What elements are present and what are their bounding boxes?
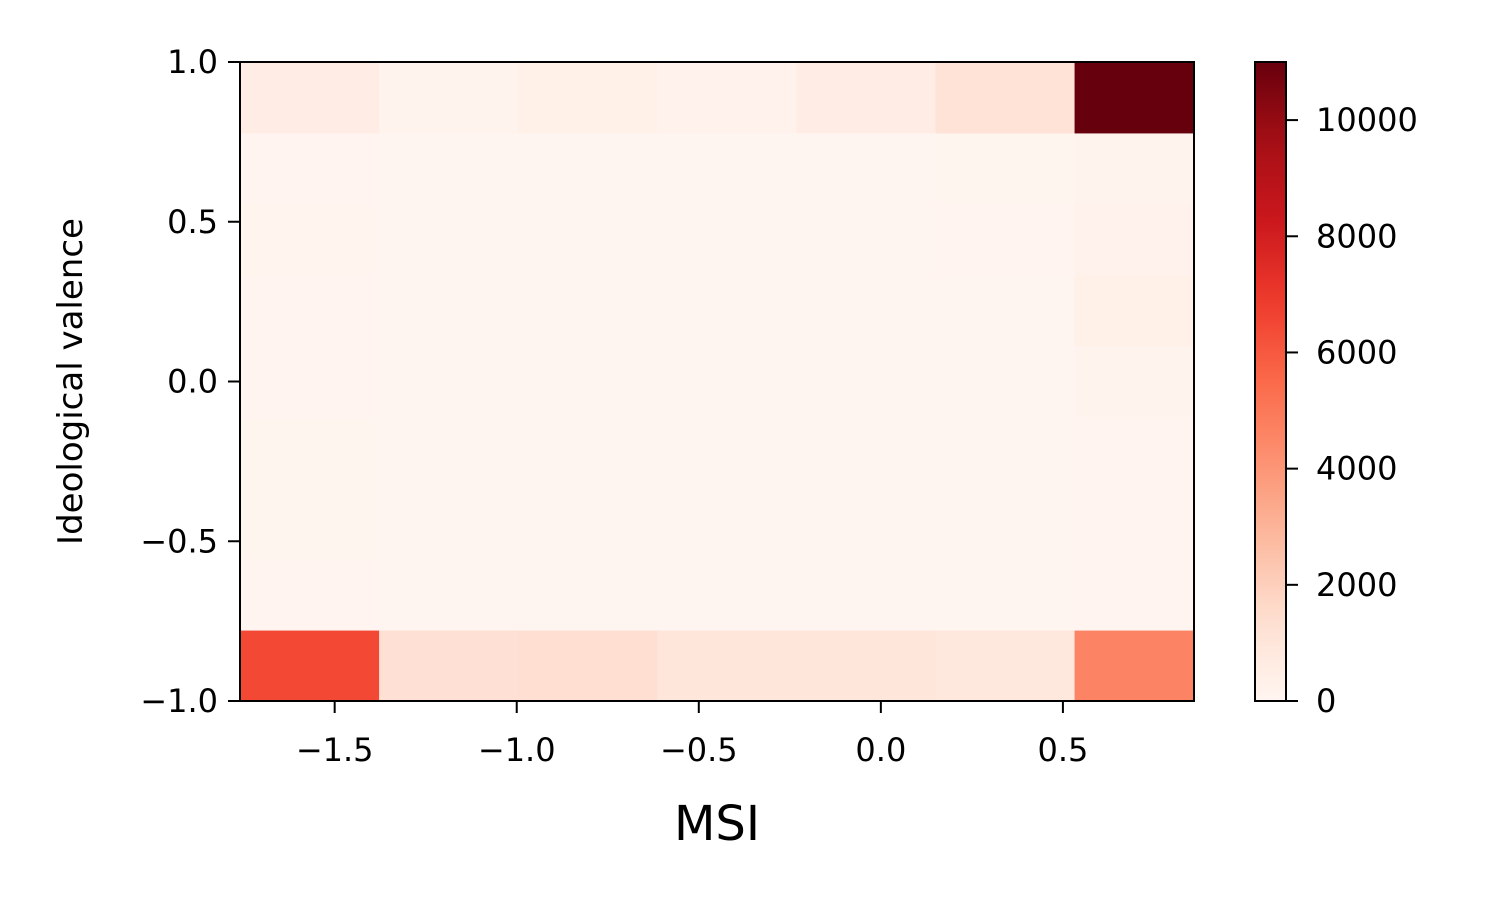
x-tick-label: −1.0 [478, 731, 556, 769]
heatmap-cell [1074, 132, 1195, 205]
heatmap-cell [518, 203, 658, 276]
colorbar-tick-label: 8000 [1316, 217, 1397, 255]
y-axis: −1.0 −0.5 0.0 0.5 1.0 [140, 43, 240, 720]
colorbar [1254, 61, 1287, 702]
heatmap-cell [379, 62, 519, 134]
y-tick-label: 0.0 [167, 363, 218, 401]
heatmap-cell [796, 559, 936, 631]
heatmap-cell [935, 487, 1076, 560]
y-axis-label: Ideological valence [51, 218, 91, 545]
heatmap-cell [518, 559, 658, 631]
x-axis-label: MSI [674, 796, 760, 852]
y-tick-label: −0.5 [140, 522, 218, 560]
heatmap-cells [240, 62, 1195, 702]
colorbar-tick-label: 6000 [1316, 333, 1397, 371]
heatmap-cell [935, 346, 1076, 418]
heatmap-cell [1074, 559, 1195, 631]
heatmap-cell [796, 416, 936, 489]
colorbar-tick-label: 10000 [1316, 101, 1418, 139]
heatmap-cell [379, 275, 519, 347]
heatmap-cell [518, 62, 658, 134]
heatmap-cell [379, 132, 519, 205]
heatmap-cell [657, 132, 797, 205]
heatmap-cell [1074, 346, 1195, 418]
heatmap-cell [657, 203, 797, 276]
heatmap-cell [240, 275, 380, 347]
y-tick-label: −1.0 [140, 682, 218, 720]
heatmap-cell [796, 62, 936, 134]
heatmap-cell [240, 416, 380, 489]
y-tick-label: 0.5 [167, 203, 218, 241]
heatmap-cell [240, 346, 380, 418]
heatmap-cell [1074, 203, 1195, 276]
y-tick-label: 1.0 [167, 43, 218, 81]
heatmap-cell [935, 416, 1076, 489]
heatmap-cell [1074, 630, 1195, 702]
heatmap-cell [935, 62, 1076, 134]
heatmap-cell [657, 559, 797, 631]
heatmap-cell [240, 62, 380, 134]
heatmap-cell [1074, 62, 1195, 134]
heatmap-cell [518, 630, 658, 702]
heatmap-cell [379, 487, 519, 560]
heatmap-cell [379, 630, 519, 702]
x-axis: −1.5 −1.0 −0.5 0.0 0.5 [296, 701, 1088, 769]
colorbar-tick-label: 4000 [1316, 450, 1397, 488]
heatmap-cell [1074, 487, 1195, 560]
heatmap-cell [518, 487, 658, 560]
colorbar-tick-label: 0 [1316, 682, 1336, 720]
heatmap-cell [518, 416, 658, 489]
heatmap-cell [796, 275, 936, 347]
heatmap-cell [657, 62, 797, 134]
heatmap-cell [1074, 416, 1195, 489]
colorbar-tick-label: 2000 [1316, 566, 1397, 604]
heatmap-cell [657, 346, 797, 418]
heatmap-cell [796, 346, 936, 418]
heatmap-cell [935, 203, 1076, 276]
heatmap-cell [240, 487, 380, 560]
x-tick-label: −1.5 [296, 731, 374, 769]
heatmap-cell [657, 275, 797, 347]
heatmap-cell [518, 275, 658, 347]
heatmap-cell [379, 203, 519, 276]
heatmap-cell [657, 416, 797, 489]
heatmap-cell [379, 346, 519, 418]
heatmap-cell [518, 346, 658, 418]
heatmap-cell [240, 559, 380, 631]
heatmap-cell [657, 487, 797, 560]
x-tick-label: −0.5 [660, 731, 738, 769]
heatmap-cell [935, 132, 1076, 205]
x-tick-label: 0.0 [855, 731, 906, 769]
colorbar-axis: 0 2000 4000 6000 8000 10000 [1286, 101, 1418, 720]
heatmap-cell [796, 203, 936, 276]
heatmap-cell [240, 630, 380, 702]
heatmap-cell [379, 416, 519, 489]
heatmap-cell [796, 630, 936, 702]
heatmap-cell [240, 132, 380, 205]
heatmap-cell [935, 559, 1076, 631]
heatmap-cell [657, 630, 797, 702]
heatmap-cell [796, 487, 936, 560]
heatmap-cell [796, 132, 936, 205]
heatmap-cell [518, 132, 658, 205]
heatmap-cell [1074, 275, 1195, 347]
heatmap-cell [935, 630, 1076, 702]
heatmap-cell [240, 203, 380, 276]
heatmap-cell [379, 559, 519, 631]
heatmap-cell [935, 275, 1076, 347]
x-tick-label: 0.5 [1037, 731, 1088, 769]
